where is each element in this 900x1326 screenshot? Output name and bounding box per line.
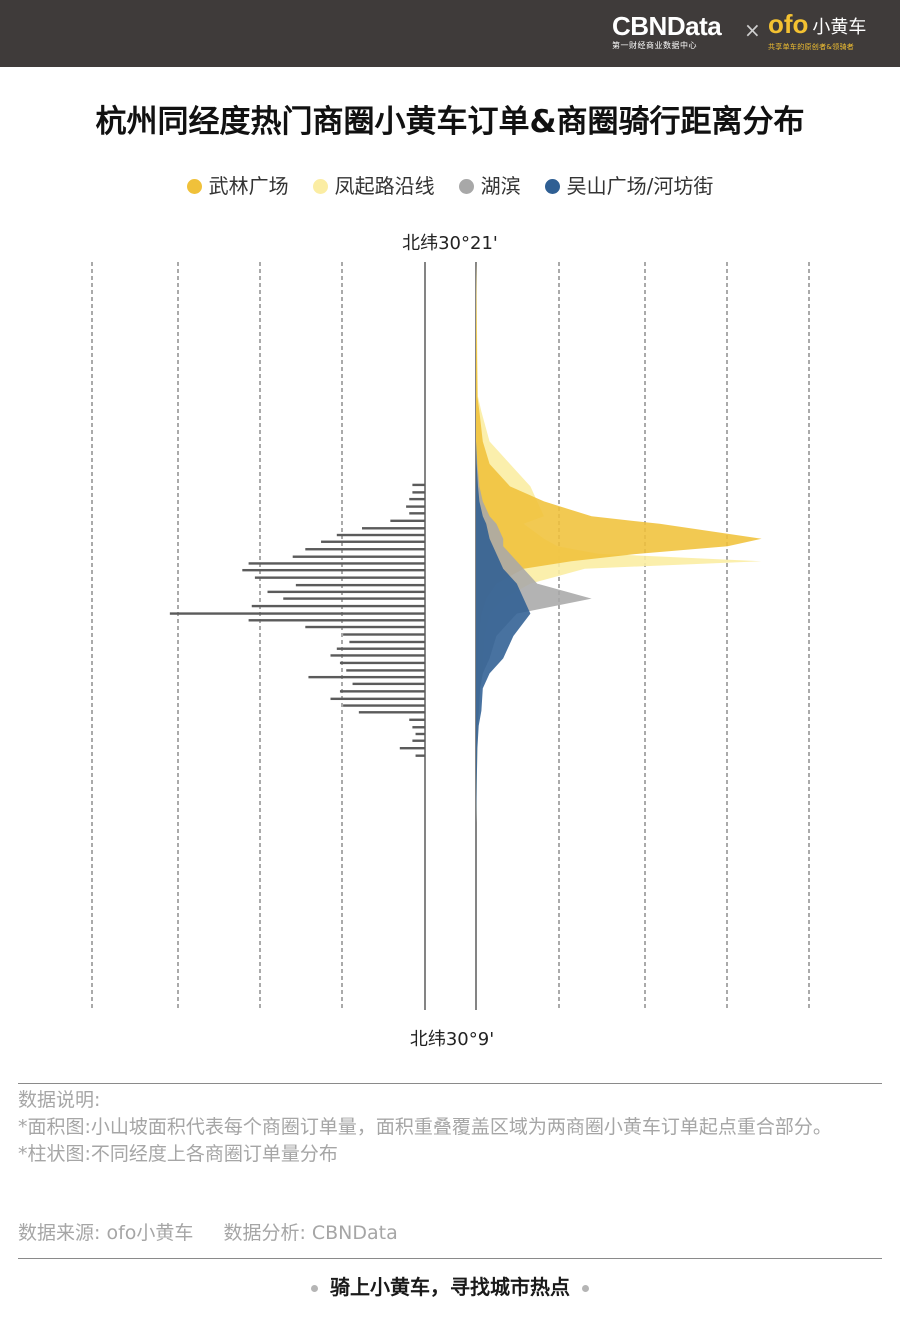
order-bar bbox=[267, 590, 425, 594]
note-label: *面积图: bbox=[18, 1116, 91, 1138]
data-notes: 数据说明: *面积图: 小山坡面积代表每个商圈订单量，面积重叠覆盖区域为两商圈小… bbox=[18, 1087, 882, 1168]
order-bar bbox=[406, 505, 425, 508]
footer-divider bbox=[18, 1258, 882, 1259]
data-source-text: 数据来源: ofo小黄车 bbox=[18, 1222, 194, 1244]
order-bar bbox=[415, 754, 425, 757]
note-item: *面积图: 小山坡面积代表每个商圈订单量，面积重叠覆盖区域为两商圈小黄车订单起点… bbox=[18, 1114, 882, 1141]
order-bar bbox=[409, 718, 425, 721]
note-text: 不同经度上各商圈订单量分布 bbox=[90, 1143, 338, 1165]
order-bar bbox=[330, 697, 425, 701]
order-bar bbox=[362, 527, 425, 530]
data-analysis-text: 数据分析: CBNData bbox=[223, 1222, 398, 1244]
order-bars bbox=[169, 483, 425, 757]
order-bar bbox=[295, 583, 425, 587]
area-series-0 bbox=[476, 262, 762, 1010]
legend-label: 湖滨 bbox=[480, 174, 521, 198]
note-item: *柱状图: 不同经度上各商圈订单量分布 bbox=[18, 1141, 882, 1168]
order-bar bbox=[352, 682, 425, 686]
order-bar bbox=[412, 483, 425, 487]
legend: 武林广场 凤起路沿线 湖滨 吴山广场/河坊街 bbox=[0, 172, 900, 200]
notes-heading: 数据说明: bbox=[18, 1089, 101, 1111]
order-bar bbox=[415, 732, 425, 736]
order-bar bbox=[346, 669, 425, 672]
note-label: *柱状图: bbox=[18, 1143, 91, 1165]
order-bar bbox=[169, 612, 425, 615]
area-series-1 bbox=[476, 262, 762, 1010]
order-bar bbox=[321, 540, 425, 543]
dot-icon bbox=[311, 1285, 318, 1292]
note-text: 小山坡面积代表每个商圈订单量，面积重叠覆盖区域为两商圈小黄车订单起点重合部分。 bbox=[90, 1116, 832, 1138]
partner-cn-name: 小黄车 bbox=[812, 17, 867, 38]
order-bar bbox=[390, 519, 425, 523]
order-bar bbox=[409, 497, 425, 501]
legend-swatch bbox=[458, 178, 474, 194]
order-bar bbox=[242, 568, 425, 572]
legend-swatch bbox=[312, 178, 328, 194]
order-bar bbox=[412, 491, 425, 494]
order-bar bbox=[251, 604, 425, 608]
notes-divider bbox=[18, 1083, 882, 1084]
order-bar bbox=[343, 704, 425, 707]
legend-swatch bbox=[544, 178, 560, 194]
legend-swatch bbox=[186, 178, 202, 194]
order-bar bbox=[330, 654, 425, 657]
order-bar bbox=[305, 548, 425, 551]
dot-icon bbox=[582, 1285, 589, 1292]
latitude-top-label: 北纬30°21' bbox=[402, 233, 498, 254]
order-bar bbox=[409, 512, 425, 515]
order-bar bbox=[399, 747, 425, 750]
order-bar bbox=[412, 726, 425, 729]
order-bar bbox=[305, 625, 425, 629]
header-bar: CBNData 第一财经商业数据中心 × ofo 小黄车 共享单车的原创者&领骑者 bbox=[0, 0, 900, 67]
partner-subtitle: 共享单车的原创者&领骑者 bbox=[768, 43, 855, 51]
slogan-text: 骑上小黄车，寻找城市热点 bbox=[330, 1275, 570, 1299]
chart-title: 杭州同经度热门商圈小黄车订单&商圈骑行距离分布 bbox=[95, 104, 805, 140]
brand-name: CBNData bbox=[612, 11, 722, 41]
order-bar bbox=[248, 562, 425, 565]
cbndata-logo: CBNData 第一财经商业数据中心 bbox=[612, 11, 722, 51]
slogan: 骑上小黄车，寻找城市热点 bbox=[0, 1273, 900, 1301]
area-series-3 bbox=[476, 262, 531, 1010]
legend-label: 武林广场 bbox=[208, 174, 289, 198]
order-bar bbox=[254, 576, 425, 579]
order-bar bbox=[343, 633, 425, 636]
ofo-logo: ofo 小黄车 共享单车的原创者&领骑者 bbox=[768, 10, 866, 52]
legend-item: 湖滨 bbox=[458, 172, 521, 200]
legend-item: 吴山广场/河坊街 bbox=[544, 172, 714, 200]
order-bar bbox=[248, 619, 425, 622]
order-bar bbox=[283, 597, 425, 600]
order-bar bbox=[412, 739, 425, 742]
order-bar bbox=[339, 690, 425, 693]
order-areas bbox=[476, 262, 762, 1010]
order-bar bbox=[292, 555, 425, 558]
gridlines bbox=[91, 262, 810, 1010]
partner-logo-text: ofo bbox=[768, 9, 809, 39]
legend-item: 凤起路沿线 bbox=[312, 172, 435, 200]
legend-item: 武林广场 bbox=[186, 172, 289, 200]
order-bar bbox=[349, 640, 425, 644]
legend-label: 吴山广场/河坊街 bbox=[566, 174, 714, 198]
order-bar bbox=[358, 711, 425, 714]
legend-label: 凤起路沿线 bbox=[334, 174, 435, 198]
order-bar bbox=[308, 675, 425, 679]
order-bar bbox=[336, 533, 425, 537]
data-source: 数据来源: ofo小黄车 数据分析: CBNData bbox=[18, 1220, 398, 1247]
collab-x-icon: × bbox=[744, 18, 761, 42]
order-bar bbox=[339, 661, 425, 665]
latitude-bottom-label: 北纬30°9' bbox=[410, 1029, 494, 1050]
brand-subtitle: 第一财经商业数据中心 bbox=[612, 41, 697, 50]
distribution-chart: 北纬30°21' 北纬30°9' bbox=[91, 233, 810, 1050]
order-bar bbox=[336, 647, 425, 650]
